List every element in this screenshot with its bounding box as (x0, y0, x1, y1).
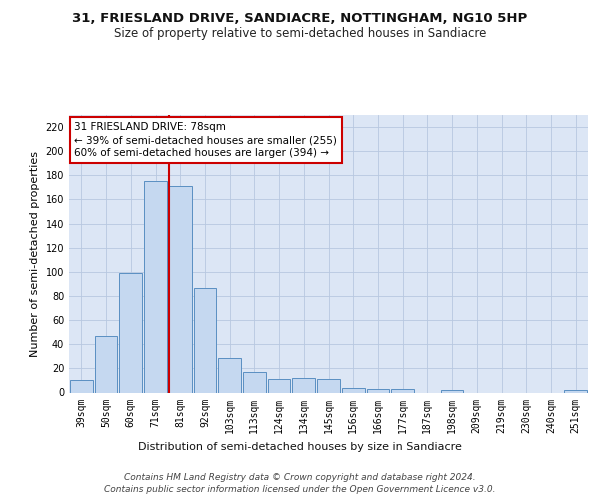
Text: Distribution of semi-detached houses by size in Sandiacre: Distribution of semi-detached houses by … (138, 442, 462, 452)
Bar (95, 336, 118, 392)
Y-axis label: Number of semi-detached properties: Number of semi-detached properties (30, 151, 40, 357)
Text: 31 FRIESLAND DRIVE: 78sqm
← 39% of semi-detached houses are smaller (255)
60% of: 31 FRIESLAND DRIVE: 78sqm ← 39% of semi-… (74, 122, 337, 158)
Bar (243, 372, 266, 392)
Bar (144, 182, 167, 392)
Bar (317, 379, 340, 392)
Bar (391, 389, 414, 392)
Bar (342, 388, 365, 392)
Text: 31, FRIESLAND DRIVE, SANDIACRE, NOTTINGHAM, NG10 5HP: 31, FRIESLAND DRIVE, SANDIACRE, NOTTINGH… (73, 12, 527, 26)
Bar (70, 380, 93, 392)
Text: Contains HM Land Registry data © Crown copyright and database right 2024.
Contai: Contains HM Land Registry data © Crown c… (104, 472, 496, 494)
Bar (194, 288, 216, 393)
Bar (564, 390, 587, 392)
Bar (119, 273, 142, 392)
Bar (292, 378, 315, 392)
Bar (268, 379, 290, 392)
Bar (218, 358, 241, 392)
Text: Size of property relative to semi-detached houses in Sandiacre: Size of property relative to semi-detach… (114, 28, 486, 40)
Bar (367, 389, 389, 392)
Bar (169, 186, 191, 392)
Bar (441, 390, 463, 392)
